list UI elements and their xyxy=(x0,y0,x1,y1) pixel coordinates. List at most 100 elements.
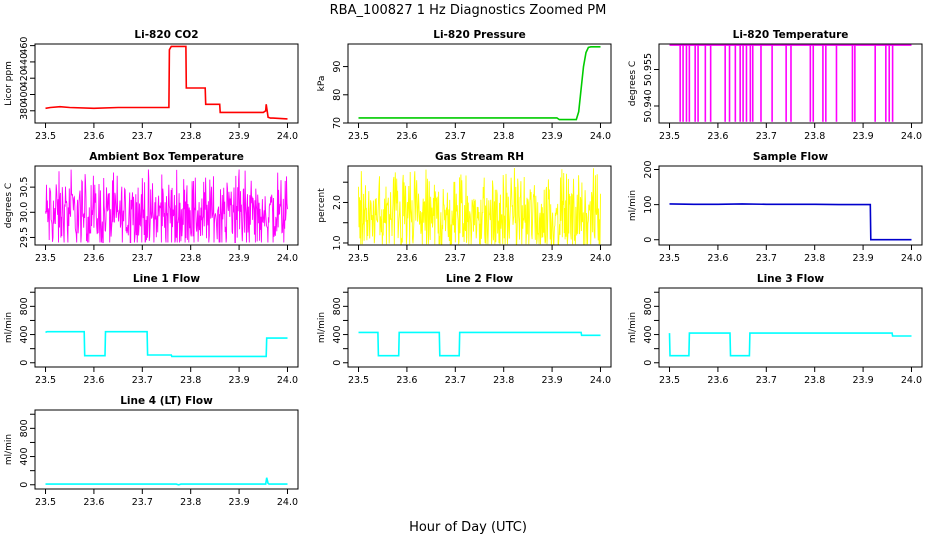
series-group xyxy=(45,330,288,358)
panel-title: Line 4 (LT) Flow xyxy=(120,395,213,407)
x-tick-label: 23.9 xyxy=(542,253,563,264)
x-tick-label: 24.0 xyxy=(277,131,298,142)
panel-title: Li-820 CO2 xyxy=(134,29,198,41)
panel-3: Ambient Box Temperature 23.5 23.6 23.7 23.8 2… xyxy=(4,151,299,264)
series-line xyxy=(45,330,288,358)
y-tick-label: 400 xyxy=(332,325,343,343)
x-tick-label: 23.9 xyxy=(853,131,874,142)
x-tick-label: 23.5 xyxy=(35,497,56,508)
y-tick-label: 440 xyxy=(19,53,30,71)
x-tick-label: 23.7 xyxy=(756,131,777,142)
x-tick-label: 23.9 xyxy=(229,497,250,508)
series-group xyxy=(668,332,912,357)
series-line xyxy=(45,477,288,486)
x-tick-label: 23.7 xyxy=(132,253,153,264)
series-group xyxy=(45,45,288,120)
x-tick-label: 23.5 xyxy=(35,253,56,264)
y-tick-label: 90 xyxy=(332,61,343,73)
y-tick-label: 100 xyxy=(643,196,654,214)
y-axis-label: Licor ppm xyxy=(4,61,14,106)
panel-5: Sample Flow 23.5 23.6 23.7 23.8 23.9 24.0 0 100 2… xyxy=(628,151,923,264)
x-tick-label: 24.0 xyxy=(277,253,298,264)
plot-frame xyxy=(34,165,299,246)
plot-frame xyxy=(347,165,612,246)
x-tick-label: 23.8 xyxy=(804,131,825,142)
series-line xyxy=(668,332,912,357)
y-axis-label: ml/min xyxy=(317,312,327,343)
x-tick-label: 23.8 xyxy=(180,375,201,386)
y-tick-label: 0 xyxy=(19,482,30,488)
x-tick-label: 24.0 xyxy=(901,253,922,264)
panel-title: Line 2 Flow xyxy=(446,273,513,285)
panel-0: Li-820 CO2 23.5 23.6 23.7 23.8 23.9 24.0 380400… xyxy=(4,29,299,142)
panel-9: Line 4 (LT) Flow 23.5 23.6 23.7 23.8 23.9 24.0… xyxy=(4,395,299,508)
x-tick-label: 23.5 xyxy=(659,375,680,386)
plot-frame xyxy=(34,409,299,490)
x-tick-label: 23.8 xyxy=(804,375,825,386)
x-tick-label: 23.6 xyxy=(396,375,417,386)
x-tick-label: 23.7 xyxy=(445,253,466,264)
y-tick-label: 380 xyxy=(19,102,30,120)
x-tick-label: 23.6 xyxy=(83,497,104,508)
panel-title: Ambient Box Temperature xyxy=(89,151,244,163)
panel-7: Line 2 Flow 23.5 23.6 23.7 23.8 23.9 24.0 0 400 8… xyxy=(317,273,612,386)
series-line xyxy=(45,45,288,120)
series-group xyxy=(45,169,288,243)
y-tick-label: 50.940 xyxy=(643,89,654,122)
x-tick-label: 23.5 xyxy=(35,131,56,142)
x-tick-label: 23.9 xyxy=(229,131,250,142)
x-tick-label: 23.8 xyxy=(493,253,514,264)
x-tick-label: 24.0 xyxy=(590,131,611,142)
series-line xyxy=(45,169,288,243)
panel-2: Li-820 Temperature 23.5 23.6 23.7 23.8 23.9 24… xyxy=(628,29,923,142)
y-tick-label: 50.955 xyxy=(643,53,654,86)
y-tick-label: 0 xyxy=(643,360,654,366)
y-tick-label: 800 xyxy=(643,297,654,315)
y-tick-label: 30.0 xyxy=(19,202,30,223)
x-tick-label: 23.6 xyxy=(396,131,417,142)
x-tick-label: 23.5 xyxy=(348,253,369,264)
y-tick-label: 400 xyxy=(19,447,30,465)
x-tick-label: 24.0 xyxy=(901,131,922,142)
x-tick-label: 23.9 xyxy=(229,253,250,264)
plot-frame xyxy=(34,43,299,124)
series-line xyxy=(358,331,601,357)
panel-title: Sample Flow xyxy=(753,151,828,163)
y-axis-label: degrees C xyxy=(4,183,14,228)
y-tick-label: 800 xyxy=(19,297,30,315)
y-axis-label: kPa xyxy=(317,76,327,92)
y-tick-label: 460 xyxy=(19,37,30,55)
plot-frame xyxy=(347,43,612,124)
y-tick-label: 800 xyxy=(19,419,30,437)
y-tick-label: 400 xyxy=(19,85,30,103)
y-tick-label: 420 xyxy=(19,69,30,87)
x-tick-label: 24.0 xyxy=(590,253,611,264)
panel-title: Gas Stream RH xyxy=(435,151,524,163)
series-group xyxy=(358,46,601,121)
plot-frame xyxy=(658,165,923,246)
y-tick-label: 30.5 xyxy=(19,177,30,198)
series-line xyxy=(358,167,601,245)
x-tick-label: 23.8 xyxy=(180,253,201,264)
panel-title: Li-820 Pressure xyxy=(433,29,526,41)
x-tick-label: 23.8 xyxy=(180,497,201,508)
x-tick-label: 23.8 xyxy=(493,131,514,142)
series-group xyxy=(45,477,288,486)
y-tick-label: 800 xyxy=(332,297,343,315)
y-tick-label: 0 xyxy=(643,237,654,243)
x-tick-label: 23.7 xyxy=(445,131,466,142)
x-tick-label: 23.6 xyxy=(83,253,104,264)
x-tick-label: 23.9 xyxy=(542,131,563,142)
x-tick-label: 23.7 xyxy=(132,131,153,142)
figure-xlabel: Hour of Day (UTC) xyxy=(409,520,527,535)
x-tick-label: 23.6 xyxy=(83,131,104,142)
plot-frame xyxy=(658,43,923,124)
y-axis-label: ml/min xyxy=(628,312,638,343)
x-tick-label: 23.5 xyxy=(659,131,680,142)
y-tick-label: 29.5 xyxy=(19,227,30,248)
x-tick-label: 24.0 xyxy=(277,497,298,508)
series-line xyxy=(358,46,601,121)
panel-1: Li-820 Pressure 23.5 23.6 23.7 23.8 23.9 24.0 7… xyxy=(317,29,612,142)
